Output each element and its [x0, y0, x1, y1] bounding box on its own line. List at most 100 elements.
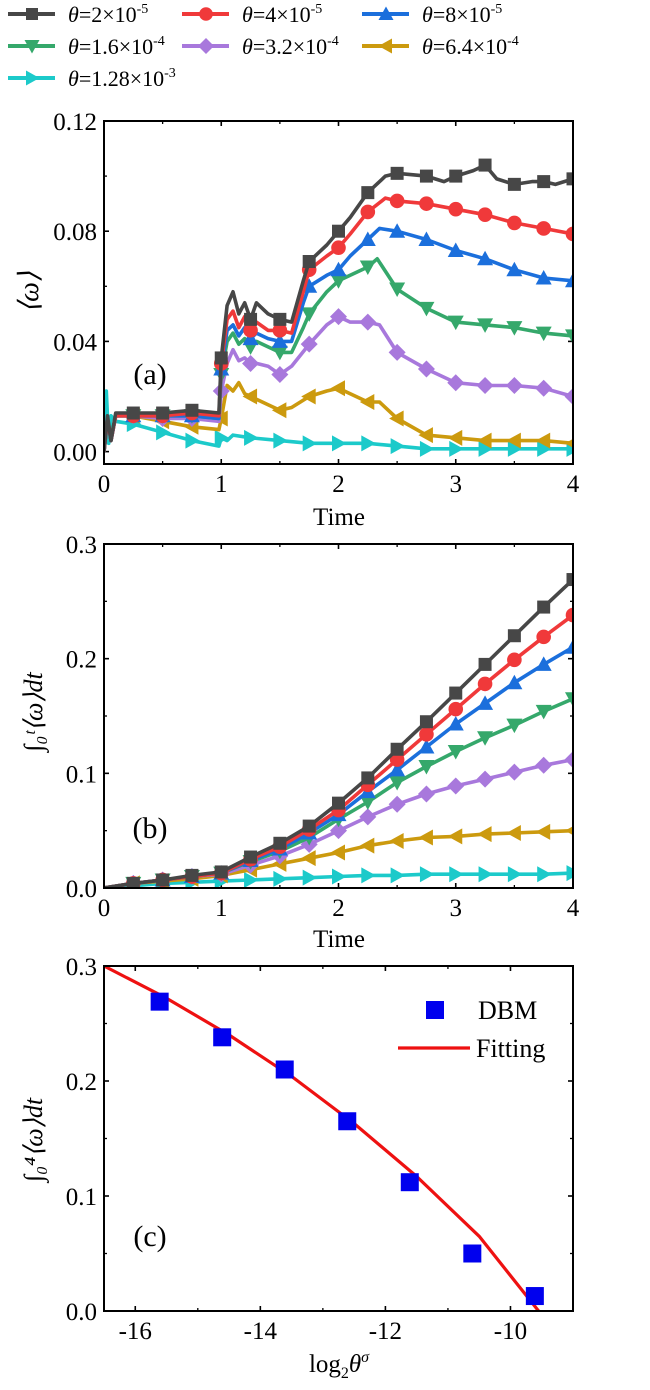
data-point [156, 406, 170, 420]
x-axis-title: Time [313, 504, 365, 531]
data-point [361, 771, 375, 785]
data-point [537, 600, 551, 614]
data-point [359, 260, 376, 276]
data-point [507, 215, 522, 231]
data-point [389, 223, 406, 238]
data-point [419, 727, 434, 742]
y-tick-label: 0.1 [66, 761, 97, 788]
data-point [506, 718, 523, 734]
data-point [389, 193, 405, 209]
data-point [302, 255, 316, 269]
data-point [338, 1112, 357, 1131]
data-point [243, 323, 258, 338]
panel-b-integral-vs-time: 0 1 2 3 4 0.0 0.1 0.2 0.3 (b) Time ∫₀ᵗ⟨ω⟩dt [19, 532, 580, 953]
plot-area [104, 966, 544, 1311]
legend-label: θ=6.4×10-4 [422, 34, 519, 59]
legend-item-theta-2e-5: θ=2×10-5 [8, 2, 148, 27]
data-point [271, 333, 288, 348]
data-point [244, 429, 259, 446]
data-point [330, 380, 345, 397]
data-point [507, 440, 523, 457]
data-point [330, 308, 347, 326]
data-point [361, 186, 375, 200]
data-point [507, 629, 521, 643]
data-point [448, 201, 464, 217]
legend-item-theta-1.28e-3: θ=1.28×10-3 [8, 66, 176, 91]
data-point [564, 751, 573, 769]
data-point [244, 850, 258, 864]
data-point [359, 808, 377, 826]
data-point [536, 629, 551, 645]
panel-label: (c) [133, 1220, 166, 1253]
triangle-left-marker-icon [378, 38, 392, 54]
data-point [447, 429, 463, 446]
data-point [447, 716, 464, 731]
y-tick-label: 0.3 [66, 532, 97, 559]
data-point [418, 738, 435, 754]
y-tick-label: 0.2 [66, 647, 97, 674]
legend-label: θ=8×10-5 [422, 2, 502, 27]
data-point [302, 819, 316, 833]
data-point [361, 867, 376, 884]
data-point [275, 1060, 294, 1079]
legend-item-fitting: Fitting [398, 1034, 545, 1063]
legend-label: θ=1.28×10-3 [68, 66, 176, 91]
data-point [330, 822, 347, 840]
data-point [536, 221, 551, 236]
series-theta-1.28e-3 [104, 865, 573, 888]
circle-marker-icon [199, 7, 213, 21]
data-point [271, 365, 289, 383]
data-point [126, 406, 140, 420]
legend-label: Fitting [476, 1034, 545, 1063]
data-point [449, 686, 463, 700]
data-point [449, 866, 464, 883]
triangle-up-marker-icon [378, 6, 394, 20]
panel-a-omega-vs-time: 0 1 2 3 4 0.00 0.04 0.08 0.12 (a) Time ⟨ω⟩ [14, 109, 580, 531]
series-line [104, 697, 573, 888]
series-legend: θ=2×10-5 θ=4×10-5 θ=8×10-5 θ=1.6×10-4 θ=3.2×… [8, 2, 519, 91]
data-point [242, 354, 260, 372]
data-point [330, 274, 347, 289]
y-tick-label: 0.0 [66, 876, 97, 903]
plot-area [104, 158, 573, 457]
x-tick-label: -10 [494, 1318, 527, 1345]
data-point [419, 169, 433, 183]
data-point [449, 169, 463, 183]
data-point [506, 261, 523, 277]
series-theta-1.6e-4 [104, 692, 573, 888]
data-point [418, 759, 435, 775]
data-point [214, 351, 228, 365]
data-point [507, 177, 521, 191]
data-point [185, 868, 199, 882]
plot-area [104, 573, 573, 888]
data-point [388, 343, 406, 361]
series-line [104, 578, 573, 888]
data-point [535, 656, 552, 671]
x-tick-label: 2 [332, 895, 345, 922]
x-axis-title: log2θσ [309, 1349, 370, 1382]
data-point [477, 826, 492, 843]
data-point [537, 175, 551, 189]
data-point [242, 388, 258, 405]
data-point [565, 329, 573, 344]
data-point [565, 826, 573, 836]
series-theta-8e-5 [104, 223, 573, 452]
legend-item-dbm: DBM [426, 996, 537, 1025]
data-point [535, 704, 552, 720]
data-point [476, 376, 494, 394]
data-point [447, 745, 464, 760]
fit-line [104, 966, 540, 1311]
data-point [477, 731, 494, 746]
data-point [478, 657, 492, 671]
series-line [104, 380, 573, 452]
data-point [477, 676, 493, 692]
data-point [332, 224, 345, 238]
data-point [390, 438, 406, 455]
data-point [463, 1244, 482, 1263]
data-point [565, 639, 573, 654]
data-point [477, 318, 494, 333]
data-point [330, 261, 347, 277]
data-point [537, 440, 552, 457]
data-point [272, 323, 288, 338]
data-point [361, 435, 376, 452]
